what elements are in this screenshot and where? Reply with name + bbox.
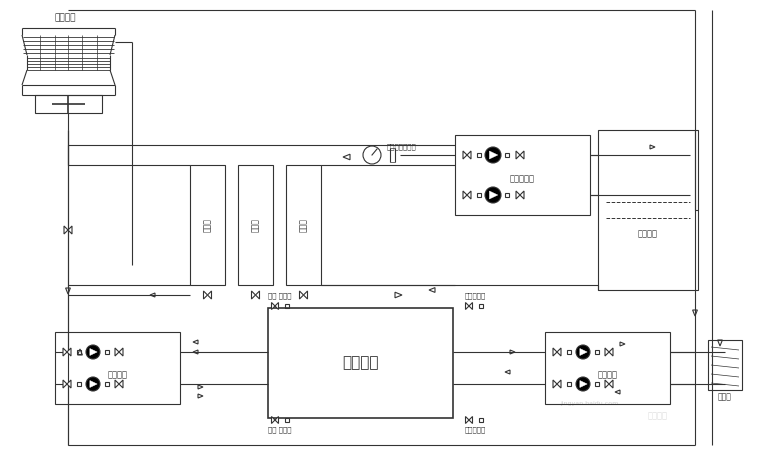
Polygon shape: [271, 417, 275, 423]
Bar: [238, 165, 273, 285]
Polygon shape: [90, 348, 97, 356]
Polygon shape: [469, 417, 473, 423]
Polygon shape: [67, 380, 71, 388]
Polygon shape: [516, 151, 520, 159]
Polygon shape: [609, 380, 613, 388]
Text: 阀阀 软接头: 阀阀 软接头: [268, 292, 291, 299]
Text: 冷冻机组: 冷冻机组: [343, 356, 379, 370]
Polygon shape: [119, 380, 123, 388]
Text: 过滤器: 过滤器: [718, 392, 732, 401]
Text: 生产线: 生产线: [299, 218, 308, 232]
Polygon shape: [553, 348, 557, 356]
Bar: [594, 382, 599, 386]
Bar: [545, 332, 670, 404]
Text: 软接头阀阀: 软接头阀阀: [464, 427, 486, 433]
Polygon shape: [605, 348, 609, 356]
Polygon shape: [64, 226, 68, 234]
Bar: [477, 153, 481, 157]
Polygon shape: [275, 302, 278, 310]
Bar: [105, 350, 109, 354]
Circle shape: [576, 345, 590, 359]
Bar: [505, 193, 509, 197]
Polygon shape: [115, 348, 119, 356]
Bar: [284, 304, 289, 308]
Polygon shape: [609, 348, 613, 356]
Bar: [708, 340, 742, 390]
Bar: [594, 350, 599, 354]
Polygon shape: [469, 302, 473, 310]
Text: 冷却水塔: 冷却水塔: [54, 14, 76, 22]
Polygon shape: [520, 191, 524, 199]
Polygon shape: [63, 348, 67, 356]
Text: 阀阀 软接头: 阀阀 软接头: [268, 427, 291, 433]
Text: 冷冻水筒: 冷冻水筒: [598, 371, 618, 380]
Polygon shape: [90, 381, 97, 387]
Polygon shape: [467, 151, 471, 159]
Polygon shape: [256, 291, 260, 299]
Polygon shape: [580, 348, 587, 356]
Polygon shape: [463, 151, 467, 159]
Polygon shape: [204, 291, 208, 299]
Polygon shape: [467, 191, 471, 199]
Text: 冷却水泵: 冷却水泵: [108, 371, 128, 380]
Polygon shape: [557, 348, 561, 356]
Bar: [598, 130, 698, 290]
Polygon shape: [275, 417, 278, 423]
Polygon shape: [557, 380, 561, 388]
Bar: [77, 382, 81, 386]
Bar: [455, 135, 590, 215]
Bar: [284, 418, 289, 422]
Text: 压力输送泵: 压力输送泵: [510, 175, 535, 184]
Polygon shape: [67, 348, 71, 356]
Polygon shape: [605, 380, 609, 388]
Bar: [479, 304, 484, 308]
Polygon shape: [489, 191, 498, 199]
Circle shape: [86, 377, 100, 391]
Polygon shape: [299, 291, 304, 299]
Polygon shape: [466, 302, 469, 310]
Polygon shape: [304, 291, 308, 299]
Polygon shape: [489, 151, 498, 159]
Polygon shape: [68, 226, 72, 234]
Text: 压力表、温度计: 压力表、温度计: [388, 144, 417, 150]
Circle shape: [485, 147, 501, 163]
Text: 生产线: 生产线: [251, 218, 260, 232]
Polygon shape: [520, 151, 524, 159]
Polygon shape: [516, 191, 520, 199]
Bar: [477, 193, 481, 197]
Polygon shape: [553, 380, 557, 388]
Bar: [55, 332, 180, 404]
Bar: [567, 350, 571, 354]
Polygon shape: [63, 380, 67, 388]
Bar: [268, 308, 453, 418]
Text: 百度经验: 百度经验: [648, 411, 668, 420]
Text: 软接头阀阀: 软接头阀阀: [464, 292, 486, 299]
Bar: [77, 350, 81, 354]
Circle shape: [485, 187, 501, 203]
Text: jingyan.baidu.com: jingyan.baidu.com: [560, 401, 618, 406]
Polygon shape: [252, 291, 256, 299]
Bar: [286, 165, 321, 285]
Bar: [479, 418, 484, 422]
Bar: [35, 95, 102, 113]
Bar: [105, 382, 109, 386]
Polygon shape: [208, 291, 212, 299]
Polygon shape: [115, 380, 119, 388]
Circle shape: [86, 345, 100, 359]
Polygon shape: [466, 417, 469, 423]
Bar: [190, 165, 225, 285]
Bar: [567, 382, 571, 386]
Polygon shape: [463, 191, 467, 199]
Circle shape: [576, 377, 590, 391]
Polygon shape: [271, 302, 275, 310]
Text: 冷冻水箱: 冷冻水箱: [638, 230, 658, 238]
Bar: [505, 153, 509, 157]
Text: 生产线: 生产线: [203, 218, 212, 232]
Polygon shape: [580, 381, 587, 387]
Polygon shape: [119, 348, 123, 356]
